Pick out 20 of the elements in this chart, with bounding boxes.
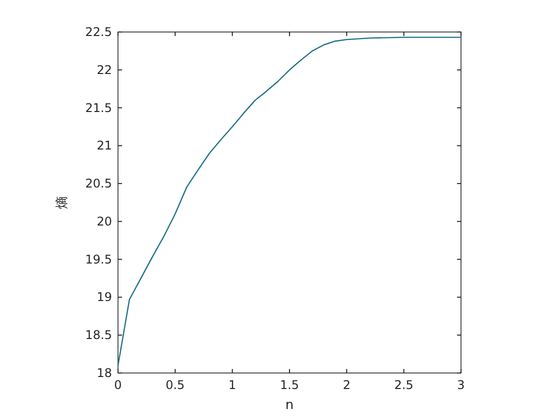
y-tick-label: 22.5 xyxy=(85,25,112,39)
x-tick-label: 0 xyxy=(114,378,122,392)
x-tick-label: 0.5 xyxy=(166,378,185,392)
x-tick-label: 2 xyxy=(342,378,350,392)
x-tick-label: 3 xyxy=(457,378,465,392)
y-tick-label: 19.5 xyxy=(85,252,112,266)
y-tick-label: 18.5 xyxy=(85,328,112,342)
x-tick-label: 2.5 xyxy=(394,378,414,392)
line-series xyxy=(117,36,462,366)
y-tick-label: 19 xyxy=(96,290,112,304)
y-tick-label: 20.5 xyxy=(85,176,112,191)
y-tick-label: 21 xyxy=(96,138,112,153)
x-axis-title: n xyxy=(285,398,294,413)
y-axis-title: 熵 xyxy=(55,196,70,209)
y-tick-label: 20 xyxy=(96,214,112,228)
x-tick-label: 1.5 xyxy=(280,378,300,392)
y-tick-label: 18 xyxy=(96,366,112,380)
y-tick-label: 21.5 xyxy=(85,100,112,115)
x-tick-label: 1 xyxy=(228,378,236,392)
y-tick-label: 22 xyxy=(96,62,112,77)
